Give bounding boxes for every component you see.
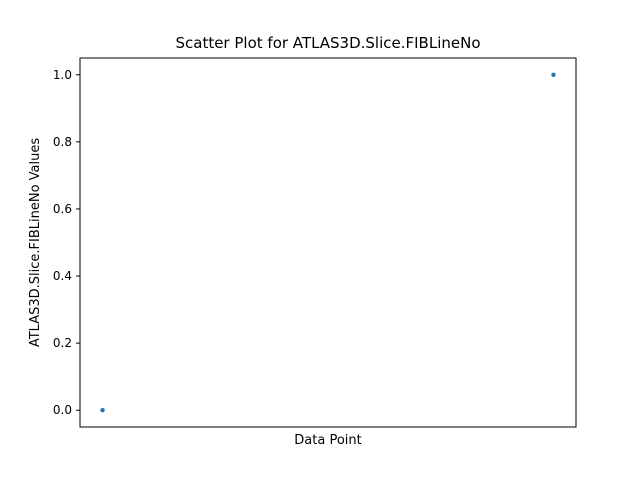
y-tick-label: 1.0	[53, 68, 72, 82]
data-point	[100, 408, 105, 413]
data-points	[100, 72, 556, 413]
y-tick-label: 0.6	[53, 202, 72, 216]
y-axis-ticks: 0.0 0.2 0.4 0.6 0.8 1.0	[53, 68, 80, 417]
y-tick-label: 0.8	[53, 135, 72, 149]
x-axis-label: Data Point	[294, 433, 361, 448]
y-tick-label: 0.2	[53, 336, 72, 350]
y-axis-label: ATLAS3D.Slice.FIBLineNo Values	[28, 138, 43, 348]
chart-title: Scatter Plot for ATLAS3D.Slice.FIBLineNo	[175, 34, 480, 52]
plot-frame	[79, 57, 577, 428]
data-point	[551, 72, 556, 77]
y-tick-label: 0.0	[53, 403, 72, 417]
y-tick-label: 0.4	[53, 269, 72, 283]
